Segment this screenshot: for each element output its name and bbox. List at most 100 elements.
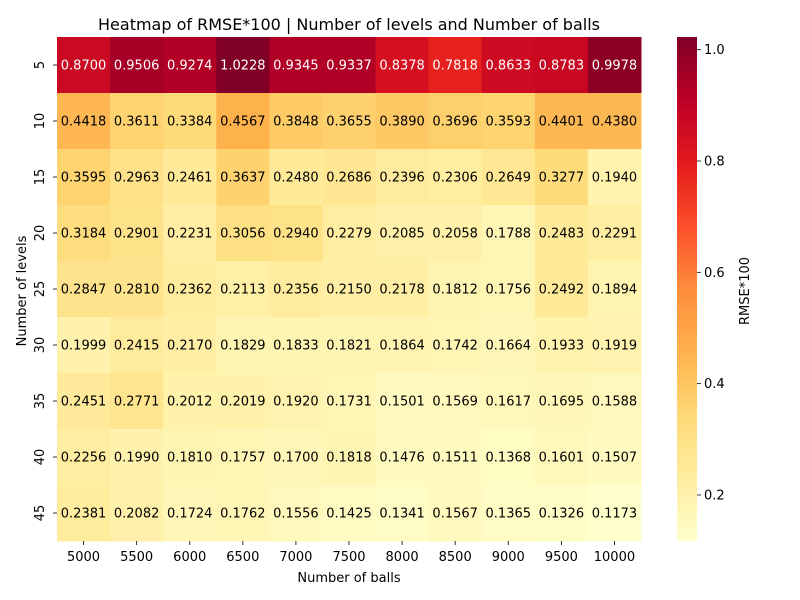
cell-value-label: 0.2649 [486,171,532,186]
cell-value-label: 0.2686 [326,171,372,186]
heatmap-cell [322,149,377,206]
heatmap-cell [163,317,217,374]
cell-value-label: 0.1365 [486,507,532,522]
heatmap-cell [163,149,217,206]
cell-value-label: 0.2483 [539,227,585,242]
y-tick-label: 5 [33,61,48,69]
heatmap-cell [322,37,377,94]
heatmap-cell [57,485,111,542]
x-tick-label: 6000 [173,550,206,565]
colorbar [677,37,697,541]
cell-value-label: 0.2256 [61,451,107,466]
cell-value-label: 0.9345 [273,59,319,74]
heatmap-cell [375,429,430,486]
cell-value-label: 0.1919 [592,339,638,354]
cell-value-label: 0.1326 [539,507,585,522]
cell-value-label: 0.3637 [220,171,266,186]
cell-value-label: 0.1341 [379,507,425,522]
cell-value-label: 0.1588 [592,395,638,410]
heatmap-cell [110,37,164,94]
heatmap-cell [481,373,536,430]
heatmap-cell [216,149,270,206]
cell-value-label: 0.2771 [114,395,160,410]
heatmap-cell [57,149,111,206]
cell-value-label: 0.2356 [273,283,319,298]
x-tick-label: 10000 [594,550,635,565]
cell-value-label: 0.2901 [114,227,160,242]
cell-value-label: 0.3696 [432,115,478,130]
heatmap-cell [110,205,164,262]
cell-value-label: 0.7818 [432,59,478,74]
heatmap-cell [216,429,270,486]
cell-value-label: 0.2012 [167,395,213,410]
y-tick-label: 45 [33,505,48,522]
x-axis-label: Number of balls [297,571,400,586]
cell-value-label: 0.2415 [114,339,160,354]
cell-value-label: 0.1368 [486,451,532,466]
colorbar-tick-label: 0.2 [704,488,725,503]
heatmap-cell [534,317,589,374]
heatmap-cell [587,93,642,150]
cell-value-label: 0.1617 [486,395,532,410]
cell-value-label: 0.1425 [326,507,372,522]
cell-value-label: 0.2150 [326,283,372,298]
heatmap-cell [428,149,483,206]
x-tick-label: 9500 [545,550,578,565]
heatmap-cell [375,485,430,542]
cell-value-label: 0.3595 [61,171,107,186]
heatmap-cell [428,373,483,430]
heatmap-cell [216,205,270,262]
heatmap-cell [110,373,164,430]
colorbar-ticks: 0.2 0.4 0.6 0.8 1.0 [697,43,725,503]
heatmap-cell [534,429,589,486]
heatmap-cell [375,149,430,206]
cell-value-label: 0.1173 [592,507,638,522]
cell-value-label: 0.2019 [220,395,266,410]
heatmap-cell [587,149,642,206]
heatmap-cell [216,485,270,542]
y-tick-label: 15 [33,169,48,186]
x-tick-label: 7500 [332,550,365,565]
heatmap-cell [587,317,642,374]
cell-value-label: 0.1788 [486,227,532,242]
cell-value-label: 0.2810 [114,283,160,298]
cell-value-label: 0.2306 [432,171,478,186]
cell-value-label: 0.3056 [220,227,266,242]
cell-value-label: 0.3593 [486,115,532,130]
heatmap-cell [428,205,483,262]
cell-value-label: 0.2963 [114,171,160,186]
cell-value-label: 0.1501 [379,395,425,410]
cell-value-label: 0.1724 [167,507,213,522]
heatmap-cell [163,373,217,430]
heatmap-cell [587,261,642,318]
heatmap-cell [110,93,164,150]
heatmap-cell [163,485,217,542]
heatmap-cell [481,93,536,150]
cell-value-label: 0.3848 [273,115,319,130]
cell-value-label: 0.4418 [61,115,107,130]
cell-value-label: 0.8378 [379,59,425,74]
cell-value-label: 0.2461 [167,171,213,186]
heatmap-cell [481,37,536,94]
cell-value-label: 0.2451 [61,395,107,410]
cell-value-label: 0.1829 [220,339,266,354]
heatmap-cell [110,261,164,318]
cell-value-label: 0.2480 [273,171,319,186]
y-tick-label: 20 [33,225,48,242]
cell-value-label: 0.2940 [273,227,319,242]
heatmap-cell [163,37,217,94]
x-tick-label: 9000 [492,550,525,565]
cell-value-label: 0.2291 [592,227,638,242]
cell-value-label: 0.3611 [114,115,160,130]
heatmap-cell [57,317,111,374]
colorbar-tick-label: 1.0 [704,43,725,58]
heatmap-cell [163,205,217,262]
heatmap-cells: 0.8700 0.9506 0.9274 1.0228 0.9345 0.9337 0.83… [57,37,642,542]
heatmap-cell [216,93,270,150]
heatmap-cell [534,37,589,94]
y-tick-label: 25 [33,281,48,298]
heatmap-cell [534,93,589,150]
heatmap-cell [269,37,323,94]
y-axis-ticks: 5 10 15 20 25 30 35 40 45 [33,61,57,521]
